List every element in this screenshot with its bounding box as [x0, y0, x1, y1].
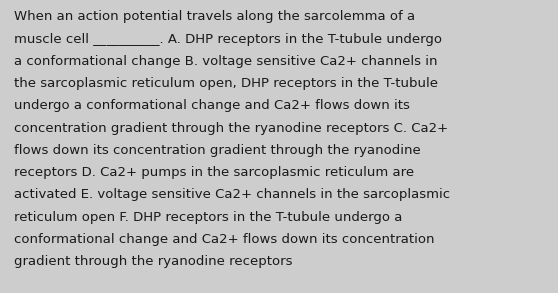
Text: conformational change and Ca2+ flows down its concentration: conformational change and Ca2+ flows dow… — [14, 233, 435, 246]
Text: muscle cell __________. A. DHP receptors in the T-tubule undergo: muscle cell __________. A. DHP receptors… — [14, 33, 442, 45]
Text: undergo a conformational change and Ca2+ flows down its: undergo a conformational change and Ca2+… — [14, 99, 410, 112]
Text: gradient through the ryanodine receptors: gradient through the ryanodine receptors — [14, 255, 292, 268]
Text: flows down its concentration gradient through the ryanodine: flows down its concentration gradient th… — [14, 144, 421, 157]
Text: concentration gradient through the ryanodine receptors C. Ca2+: concentration gradient through the ryano… — [14, 122, 448, 134]
Text: reticulum open F. DHP receptors in the T-tubule undergo a: reticulum open F. DHP receptors in the T… — [14, 211, 402, 224]
Text: the sarcoplasmic reticulum open, DHP receptors in the T-tubule: the sarcoplasmic reticulum open, DHP rec… — [14, 77, 438, 90]
Text: activated E. voltage sensitive Ca2+ channels in the sarcoplasmic: activated E. voltage sensitive Ca2+ chan… — [14, 188, 450, 201]
Text: When an action potential travels along the sarcolemma of a: When an action potential travels along t… — [14, 10, 415, 23]
Text: receptors D. Ca2+ pumps in the sarcoplasmic reticulum are: receptors D. Ca2+ pumps in the sarcoplas… — [14, 166, 414, 179]
Text: a conformational change B. voltage sensitive Ca2+ channels in: a conformational change B. voltage sensi… — [14, 55, 437, 68]
